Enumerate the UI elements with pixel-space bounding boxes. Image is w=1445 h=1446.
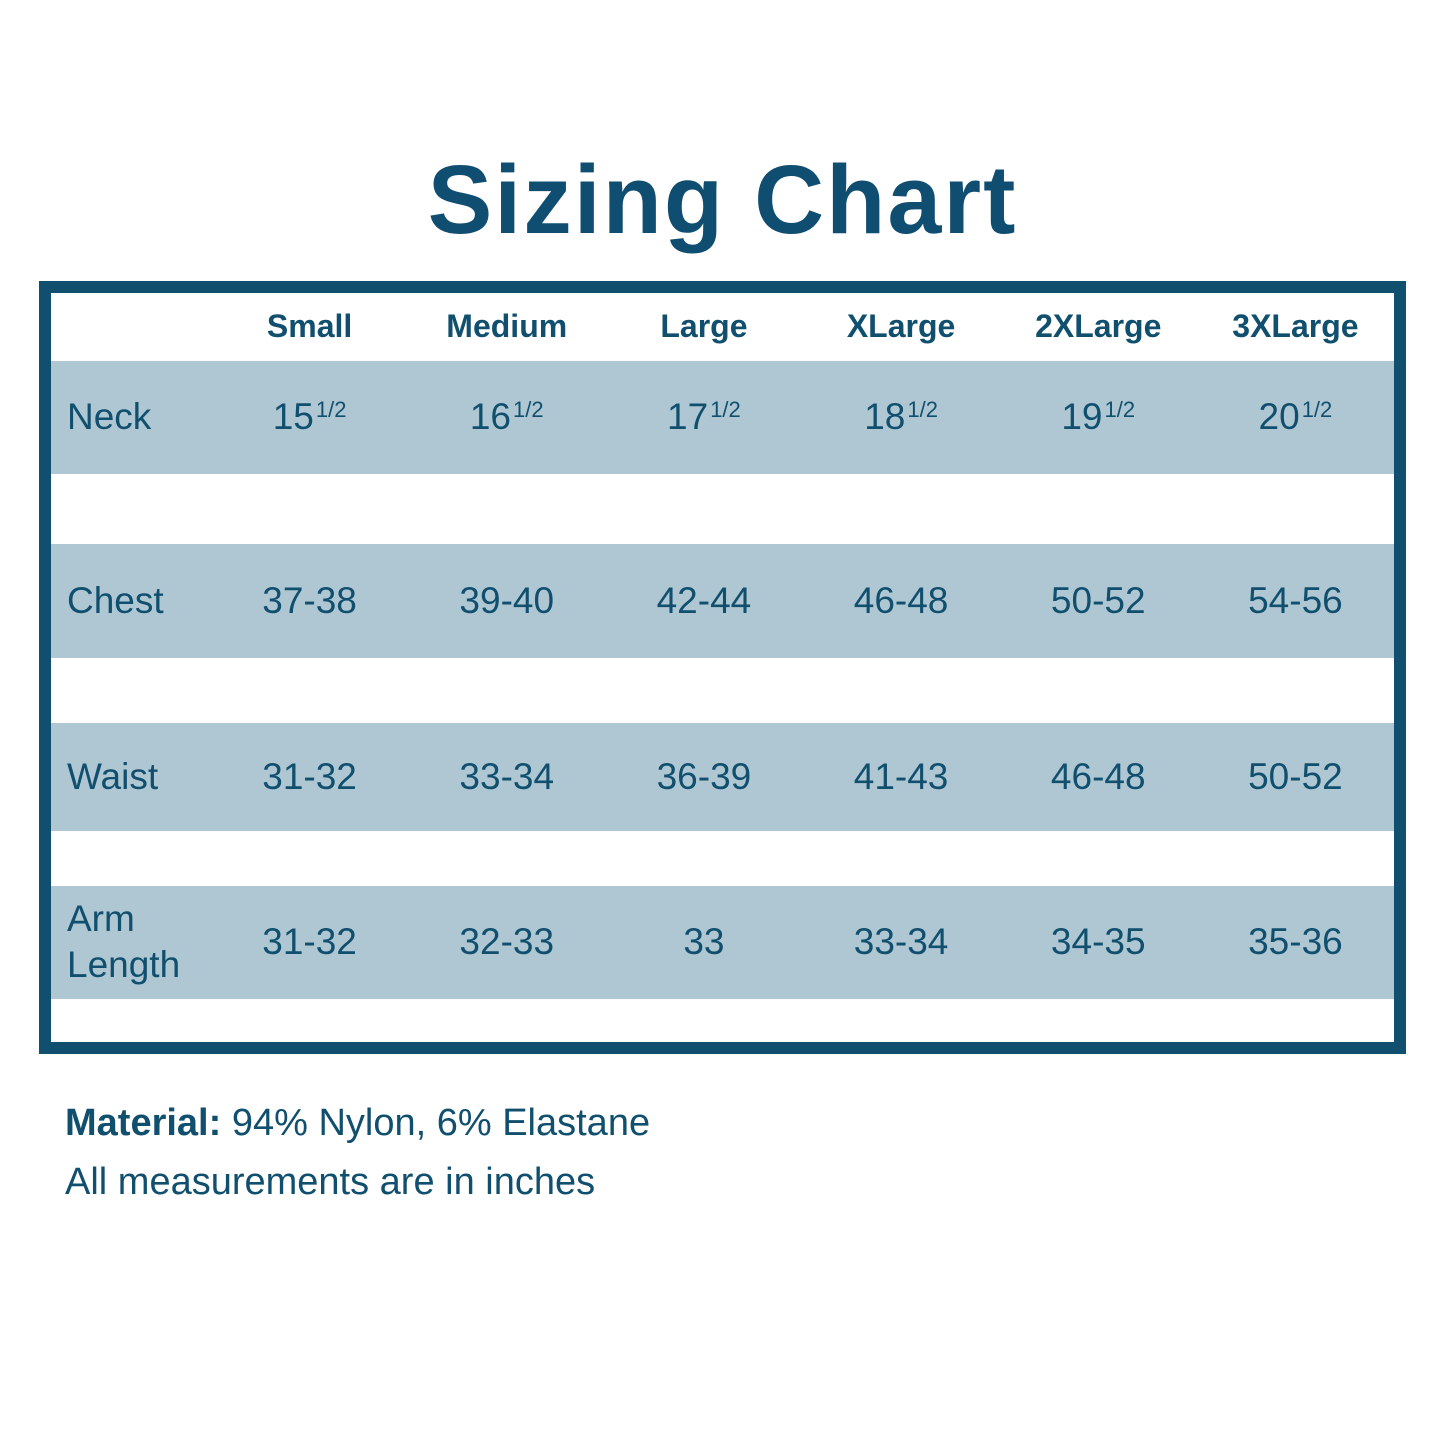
material-value: 94% Nylon, 6% Elastane bbox=[221, 1101, 651, 1144]
cell-neck-xlarge: 181/2 bbox=[864, 396, 938, 438]
header-cell-2xlarge: 2XLarge bbox=[1035, 308, 1162, 345]
material-note: Material: 94% Nylon, 6% Elastane bbox=[65, 1100, 1445, 1148]
cell-waist-small: 31-32 bbox=[262, 755, 357, 797]
cell-arm-medium: 32-33 bbox=[459, 921, 555, 963]
cell-neck-2xlarge: 191/2 bbox=[1061, 396, 1136, 438]
measurements-note: All measurements are in inches bbox=[65, 1161, 596, 1204]
fraction-sup: 1/2 bbox=[907, 397, 938, 423]
table-spacer-row bbox=[51, 831, 1394, 886]
material-label: Material: bbox=[65, 1101, 222, 1144]
cell-neck-large: 171/2 bbox=[667, 396, 741, 438]
cell-arm-3xlarge: 35-36 bbox=[1248, 921, 1343, 963]
page-title: Sizing Chart bbox=[427, 145, 1018, 254]
header-cell-xlarge: XLarge bbox=[846, 308, 956, 345]
cell-chest-large: 42-44 bbox=[656, 579, 752, 621]
row-label-chest: Chest bbox=[67, 579, 164, 621]
fraction-sup: 1/2 bbox=[710, 397, 741, 423]
cell-neck-small: 151/2 bbox=[272, 396, 347, 438]
cell-chest-small: 37-38 bbox=[262, 579, 357, 621]
cell-waist-2xlarge: 46-48 bbox=[1050, 755, 1146, 797]
cell-arm-small: 31-32 bbox=[262, 921, 357, 963]
table-row-neck: Neck 151/2 161/2 171/2 181/2 191/2 201/2 bbox=[51, 360, 1394, 474]
cell-waist-large: 36-39 bbox=[656, 755, 752, 797]
header-cell-medium: Medium bbox=[446, 308, 568, 345]
fraction-sup: 1/2 bbox=[513, 397, 544, 423]
row-label-waist: Waist bbox=[67, 755, 159, 797]
row-label-arm-length: Arm Length bbox=[67, 897, 181, 986]
footer-notes: Material: 94% Nylon, 6% Elastane All mea… bbox=[65, 1100, 1445, 1207]
cell-chest-2xlarge: 50-52 bbox=[1050, 579, 1146, 621]
table-row-arm-length: Arm Length 31-32 32-33 33 33-34 34-35 35… bbox=[51, 885, 1394, 999]
row-label-neck: Neck bbox=[67, 396, 152, 437]
cell-chest-xlarge: 46-48 bbox=[853, 579, 949, 621]
fraction-sup: 1/2 bbox=[1301, 397, 1333, 423]
cell-arm-2xlarge: 34-35 bbox=[1050, 921, 1146, 963]
sizing-table: Small Medium Large XLarge 2XLarge 3XLarg… bbox=[39, 280, 1406, 1054]
cell-arm-large: 33 bbox=[683, 921, 725, 963]
header-cell-small: Small bbox=[266, 308, 353, 345]
cell-arm-xlarge: 33-34 bbox=[853, 921, 949, 963]
cell-neck-medium: 161/2 bbox=[469, 396, 544, 438]
table-header-row: Small Medium Large XLarge 2XLarge 3XLarg… bbox=[51, 293, 1394, 361]
header-cell-3xlarge: 3XLarge bbox=[1232, 308, 1359, 345]
fraction-sup: 1/2 bbox=[1104, 397, 1136, 423]
cell-neck-3xlarge: 201/2 bbox=[1258, 396, 1333, 438]
table-spacer-row bbox=[51, 999, 1394, 1042]
header-cell-large: Large bbox=[660, 308, 748, 345]
fraction-sup: 1/2 bbox=[315, 397, 347, 423]
cell-waist-xlarge: 41-43 bbox=[853, 755, 949, 797]
cell-chest-medium: 39-40 bbox=[459, 579, 555, 621]
table-row-chest: Chest 37-38 39-40 42-44 46-48 50-52 54-5… bbox=[51, 543, 1394, 658]
cell-waist-medium: 33-34 bbox=[459, 755, 555, 797]
cell-chest-3xlarge: 54-56 bbox=[1248, 579, 1343, 621]
cell-waist-3xlarge: 50-52 bbox=[1248, 755, 1343, 797]
table-spacer-row bbox=[51, 658, 1394, 723]
table-row-waist: Waist 31-32 33-34 36-39 41-43 46-48 50-5… bbox=[51, 722, 1394, 831]
table-spacer-row bbox=[51, 474, 1394, 544]
